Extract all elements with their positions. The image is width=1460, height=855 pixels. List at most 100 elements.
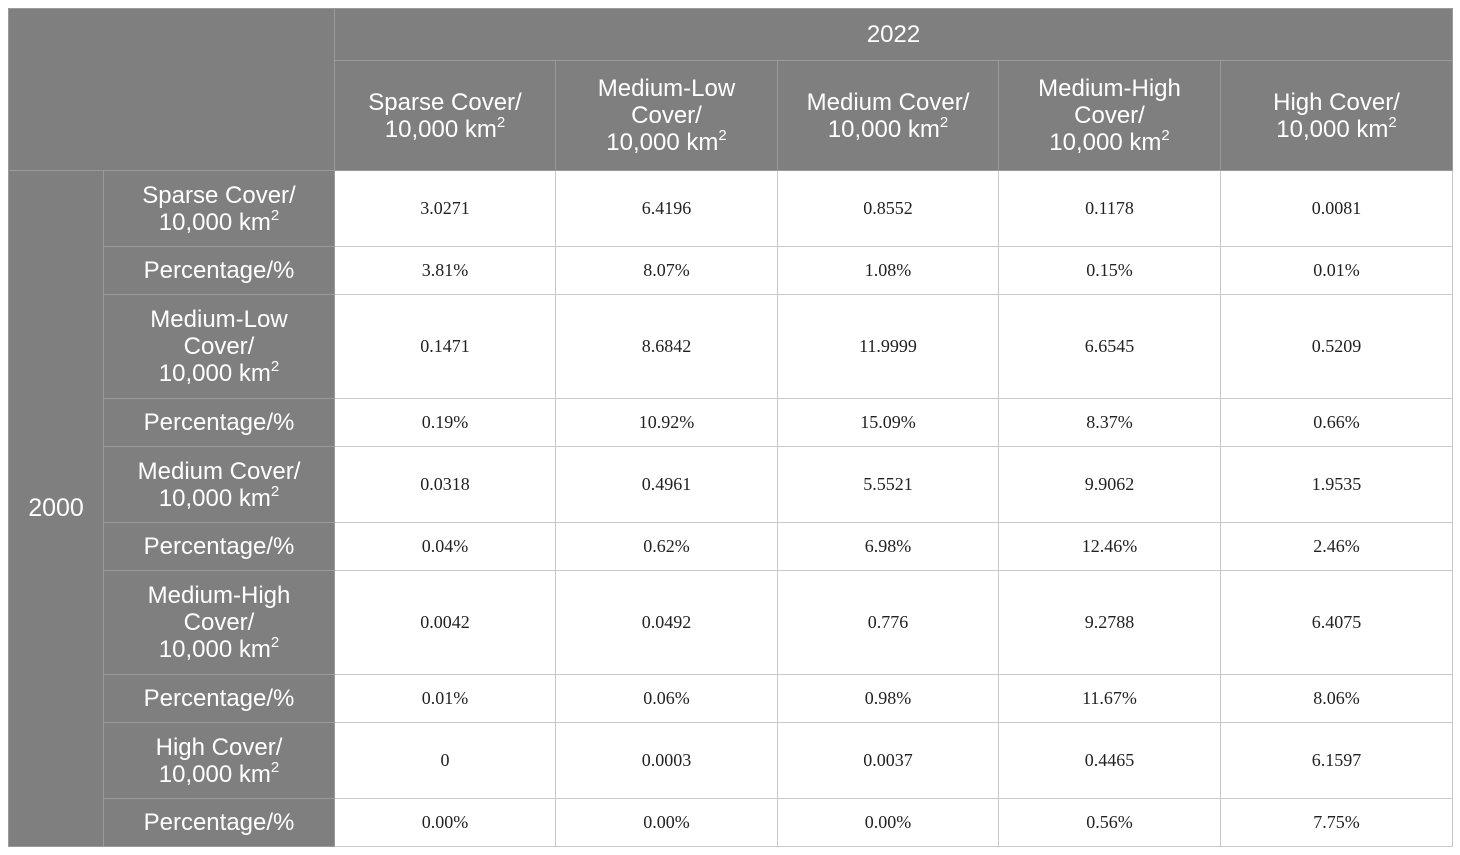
header-text-line: Medium Cover/ (104, 458, 334, 485)
unit-superscript: 2 (270, 758, 280, 776)
table-cell: 0.0492 (555, 570, 778, 675)
header-text-line: Medium Cover/ (778, 89, 998, 116)
table-row: 2000 Sparse Cover/10,000 km2 3.0271 6.4196 0… (8, 170, 1454, 847)
unit-superscript: 2 (496, 113, 506, 131)
table-cell: 11.9999 (777, 294, 999, 399)
header-text: 10,000 km (384, 115, 497, 143)
header-text: 10,000 km (158, 360, 271, 387)
table-cell: 12.46% (998, 522, 1221, 571)
header-text-line: 10,000 km2 (335, 113, 555, 143)
row-header-percentage: Percentage/% (103, 674, 335, 723)
table-cell: 0.19% (334, 398, 556, 447)
header-text: Cover/ (1074, 102, 1145, 129)
header-text: Cover/ (183, 609, 255, 636)
header-text-line: Percentage/% (104, 533, 334, 560)
header-text: 10,000 km (158, 636, 271, 663)
unit-superscript: 2 (1161, 127, 1170, 144)
header-text-line: Medium-High (104, 582, 334, 609)
header-text: Percentage/% (143, 685, 295, 712)
header-text: Percentage/% (143, 809, 295, 836)
header-text: Percentage/% (143, 257, 295, 284)
header-text-line: 10,000 km2 (104, 758, 334, 788)
table-cell: 0.98% (777, 674, 999, 723)
table-cell: 6.4075 (1219, 570, 1454, 675)
table-cell: 0.0318 (334, 446, 556, 523)
table-cell: 0.0042 (334, 570, 556, 675)
table-cell: 1.9535 (1219, 446, 1454, 523)
table-row: Medium-High Cover/10,000 km2 0.0042 0.0492 0… (9, 570, 1454, 675)
table-cell: 0.04% (334, 522, 556, 571)
table-cell: 10.92% (555, 398, 778, 447)
header-text-line: Percentage/% (104, 409, 334, 436)
column-header: Sparse Cover/10,000 km2 (334, 60, 556, 171)
header-text-line: High Cover/ (104, 734, 334, 761)
table-row: Medium Cover/10,000 km2 0.0318 0.4961 5.552… (9, 446, 1454, 523)
header-text-line: Percentage/% (104, 257, 334, 284)
table-cell: 15.09% (777, 398, 999, 447)
header-text-line: Medium-Low (556, 75, 777, 102)
table-row: Percentage/% 0.00% 0.00% 0.00% 0.56% 7.75% (9, 798, 1454, 847)
table-cell: 0.01% (1219, 246, 1454, 295)
table-cell: 0.0037 (777, 722, 999, 799)
column-header: Medium-High Cover/10,000 km2 (998, 60, 1221, 171)
table-cell: 0.1471 (334, 294, 556, 399)
unit-superscript: 2 (270, 482, 280, 500)
table-cell: 9.2788 (998, 570, 1221, 675)
table-cell: 0.01% (334, 674, 556, 723)
header-text-line: Percentage/% (104, 685, 334, 712)
header-text: Percentage/% (143, 409, 295, 436)
table-cell: 1.08% (777, 246, 999, 295)
table-cell: 0.15% (998, 246, 1221, 295)
table-cell: 8.07% (555, 246, 778, 295)
header-text-line: Cover/ (104, 609, 334, 636)
table-cell: 0.66% (1219, 398, 1454, 447)
unit-superscript: 2 (718, 127, 727, 144)
header-text-line: Cover/ (104, 333, 334, 360)
table-cell: 0.8552 (777, 170, 999, 247)
header-text: Medium Cover/ (137, 457, 301, 485)
header-text: Medium-High (147, 582, 291, 609)
column-header: Medium Cover/10,000 km2 (777, 60, 999, 171)
row-header-area: Medium Cover/10,000 km2 (103, 446, 335, 523)
header-text: Medium-High (1038, 75, 1181, 102)
header-text-line: Percentage/% (104, 809, 334, 836)
unit-superscript: 2 (939, 113, 949, 131)
table-row: Percentage/% 0.04% 0.62% 6.98% 12.46% 2.46% (9, 522, 1454, 571)
table-cell: 0.4465 (998, 722, 1221, 799)
table-cell: 2.46% (1219, 522, 1454, 571)
table-cell: 0.56% (998, 798, 1221, 847)
header-text: 10,000 km (158, 208, 271, 236)
header-text: Percentage/% (143, 533, 295, 560)
header-text: Medium-Low (150, 306, 288, 333)
row-group-year: 2000 (8, 170, 104, 847)
header-text-line: 10,000 km2 (999, 127, 1220, 156)
table-cell: 8.6842 (555, 294, 778, 399)
table-cell: 0.776 (777, 570, 999, 675)
table-cell: 3.0271 (334, 170, 556, 247)
header-text-line: Medium-High (999, 75, 1220, 102)
header-text-line: Cover/ (556, 102, 777, 129)
table-cell: 8.06% (1219, 674, 1454, 723)
header-text: Medium Cover/ (806, 88, 970, 116)
land-cover-transition-table: 2022 Sparse Cover/10,000 km2 Medium-Low Co… (8, 8, 1454, 847)
table-cell: 6.1597 (1219, 722, 1454, 799)
header-text-line: Sparse Cover/ (335, 89, 555, 116)
table-cell: 8.37% (998, 398, 1221, 447)
table-cell: 0.06% (555, 674, 778, 723)
column-group-year: 2022 (333, 8, 1454, 61)
header-text: 10,000 km (1049, 129, 1162, 156)
header-text-line: High Cover/ (1221, 89, 1452, 116)
unit-superscript: 2 (270, 634, 280, 651)
header-text: Sparse Cover/ (368, 88, 522, 116)
table-row: Percentage/% 0.01% 0.06% 0.98% 11.67% 8.06% (9, 674, 1454, 723)
table-cell: 5.5521 (777, 446, 999, 523)
header-text: 10,000 km (158, 484, 271, 512)
header-text: 10,000 km (606, 129, 719, 156)
table-cell: 0.1178 (998, 170, 1221, 247)
header-text: Sparse Cover/ (142, 181, 296, 209)
header-text-line: Cover/ (999, 102, 1220, 129)
row-header-percentage: Percentage/% (103, 398, 335, 447)
column-header: High Cover/10,000 km2 (1219, 60, 1454, 171)
header-row-year: 2022 (8, 8, 1454, 171)
header-text: 10,000 km (158, 760, 271, 788)
